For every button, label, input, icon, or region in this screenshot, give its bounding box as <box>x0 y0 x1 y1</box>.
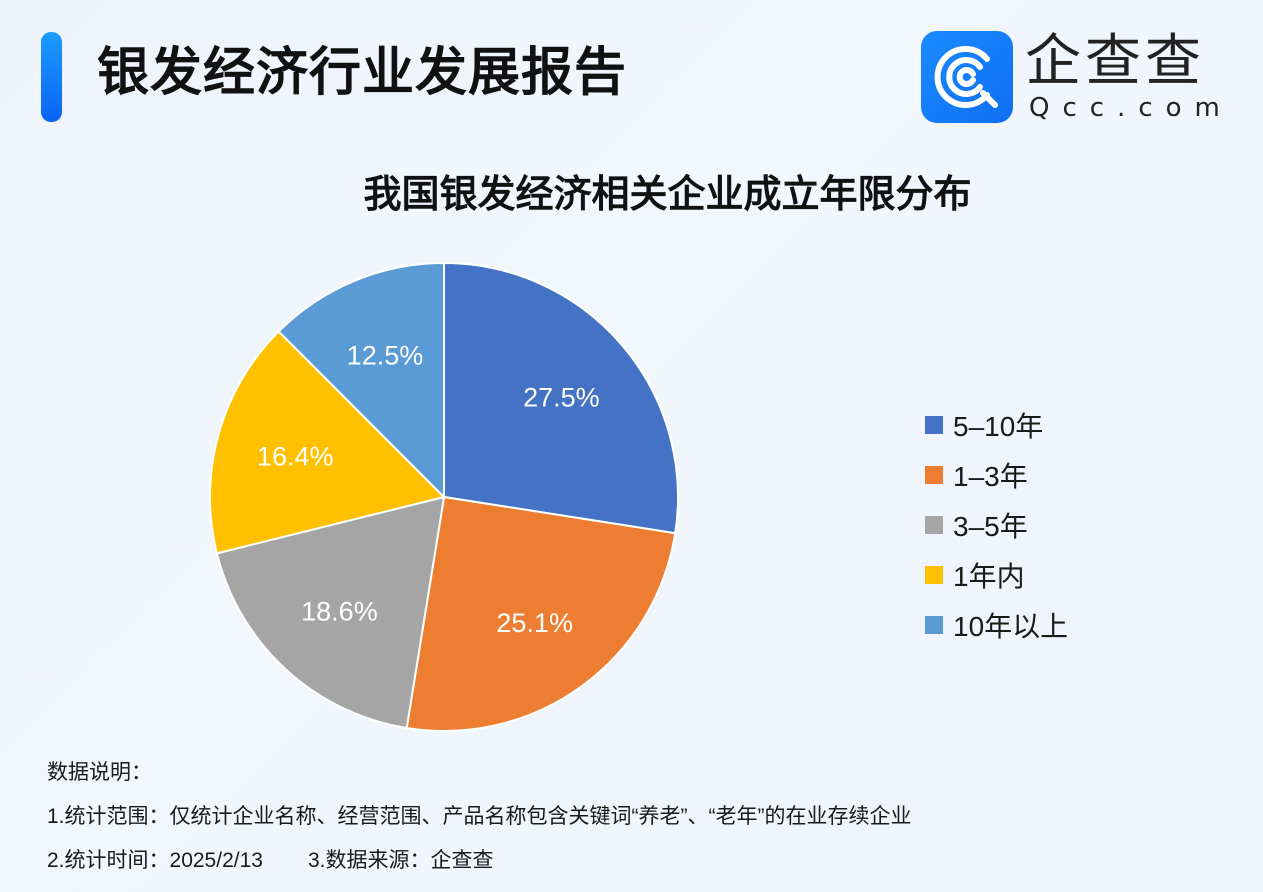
notes-scope: 1.统计范围：仅统计企业名称、经营范围、产品名称包含关键词“养老”、“老年”的在… <box>47 805 912 828</box>
legend-swatch <box>925 416 943 434</box>
legend-item-3-5: 3–5年 <box>925 500 1068 550</box>
pie-chart: 27.5% 25.1% 18.6% 16.4% 12.5% <box>209 261 679 732</box>
legend-item-5-10: 5–10年 <box>925 400 1068 450</box>
header-accent-bar <box>41 32 62 122</box>
legend-item-over-10: 10年以上 <box>925 600 1068 650</box>
qcc-logo: 企查查 Qcc.com <box>921 29 1221 123</box>
pie-slice-label: 12.5% <box>347 340 424 370</box>
chart-title: 我国银发经济相关企业成立年限分布 <box>363 174 972 216</box>
pie-slice <box>405 495 677 732</box>
data-notes: 数据说明： 1.统计范围：仅统计企业名称、经营范围、产品名称包含关键词“养老”、… <box>47 757 911 889</box>
legend-swatch <box>925 516 943 534</box>
legend-label: 5–10年 <box>953 411 1044 442</box>
legend-item-1-3: 1–3年 <box>925 450 1068 500</box>
pie-slice-label: 27.5% <box>523 383 600 413</box>
legend-swatch <box>925 466 943 484</box>
legend-label: 3–5年 <box>953 511 1028 542</box>
notes-time-source: 2.统计时间：2025/2/13 3.数据来源：企查查 <box>47 845 911 889</box>
logo-name-cn: 企查查 <box>1025 29 1205 92</box>
notes-heading: 数据说明： <box>47 761 152 784</box>
pie-slice-label: 18.6% <box>301 597 378 627</box>
chart-legend: 5–10年 1–3年 3–5年 1年内 10年以上 <box>925 400 1068 650</box>
legend-swatch <box>925 616 943 634</box>
pie-slice-label: 25.1% <box>496 608 573 638</box>
pie-slice <box>215 495 446 730</box>
legend-swatch <box>925 566 943 584</box>
notes-source: 3.数据来源：企查查 <box>307 849 494 872</box>
legend-label: 10年以上 <box>953 611 1069 642</box>
pie-slice-label: 16.4% <box>257 442 334 472</box>
pie-slice <box>209 329 446 555</box>
logo-domain: Qcc.com <box>1029 93 1233 123</box>
pie-slice <box>277 261 445 500</box>
legend-label: 1年内 <box>953 561 1025 592</box>
pie-slice <box>443 261 679 535</box>
legend-label: 1–3年 <box>953 461 1028 492</box>
legend-item-within-1: 1年内 <box>925 550 1068 600</box>
qcc-logo-icon <box>921 31 1013 123</box>
page-title: 银发经济行业发展报告 <box>97 44 628 102</box>
notes-time: 2.统计时间：2025/2/13 <box>47 849 263 872</box>
